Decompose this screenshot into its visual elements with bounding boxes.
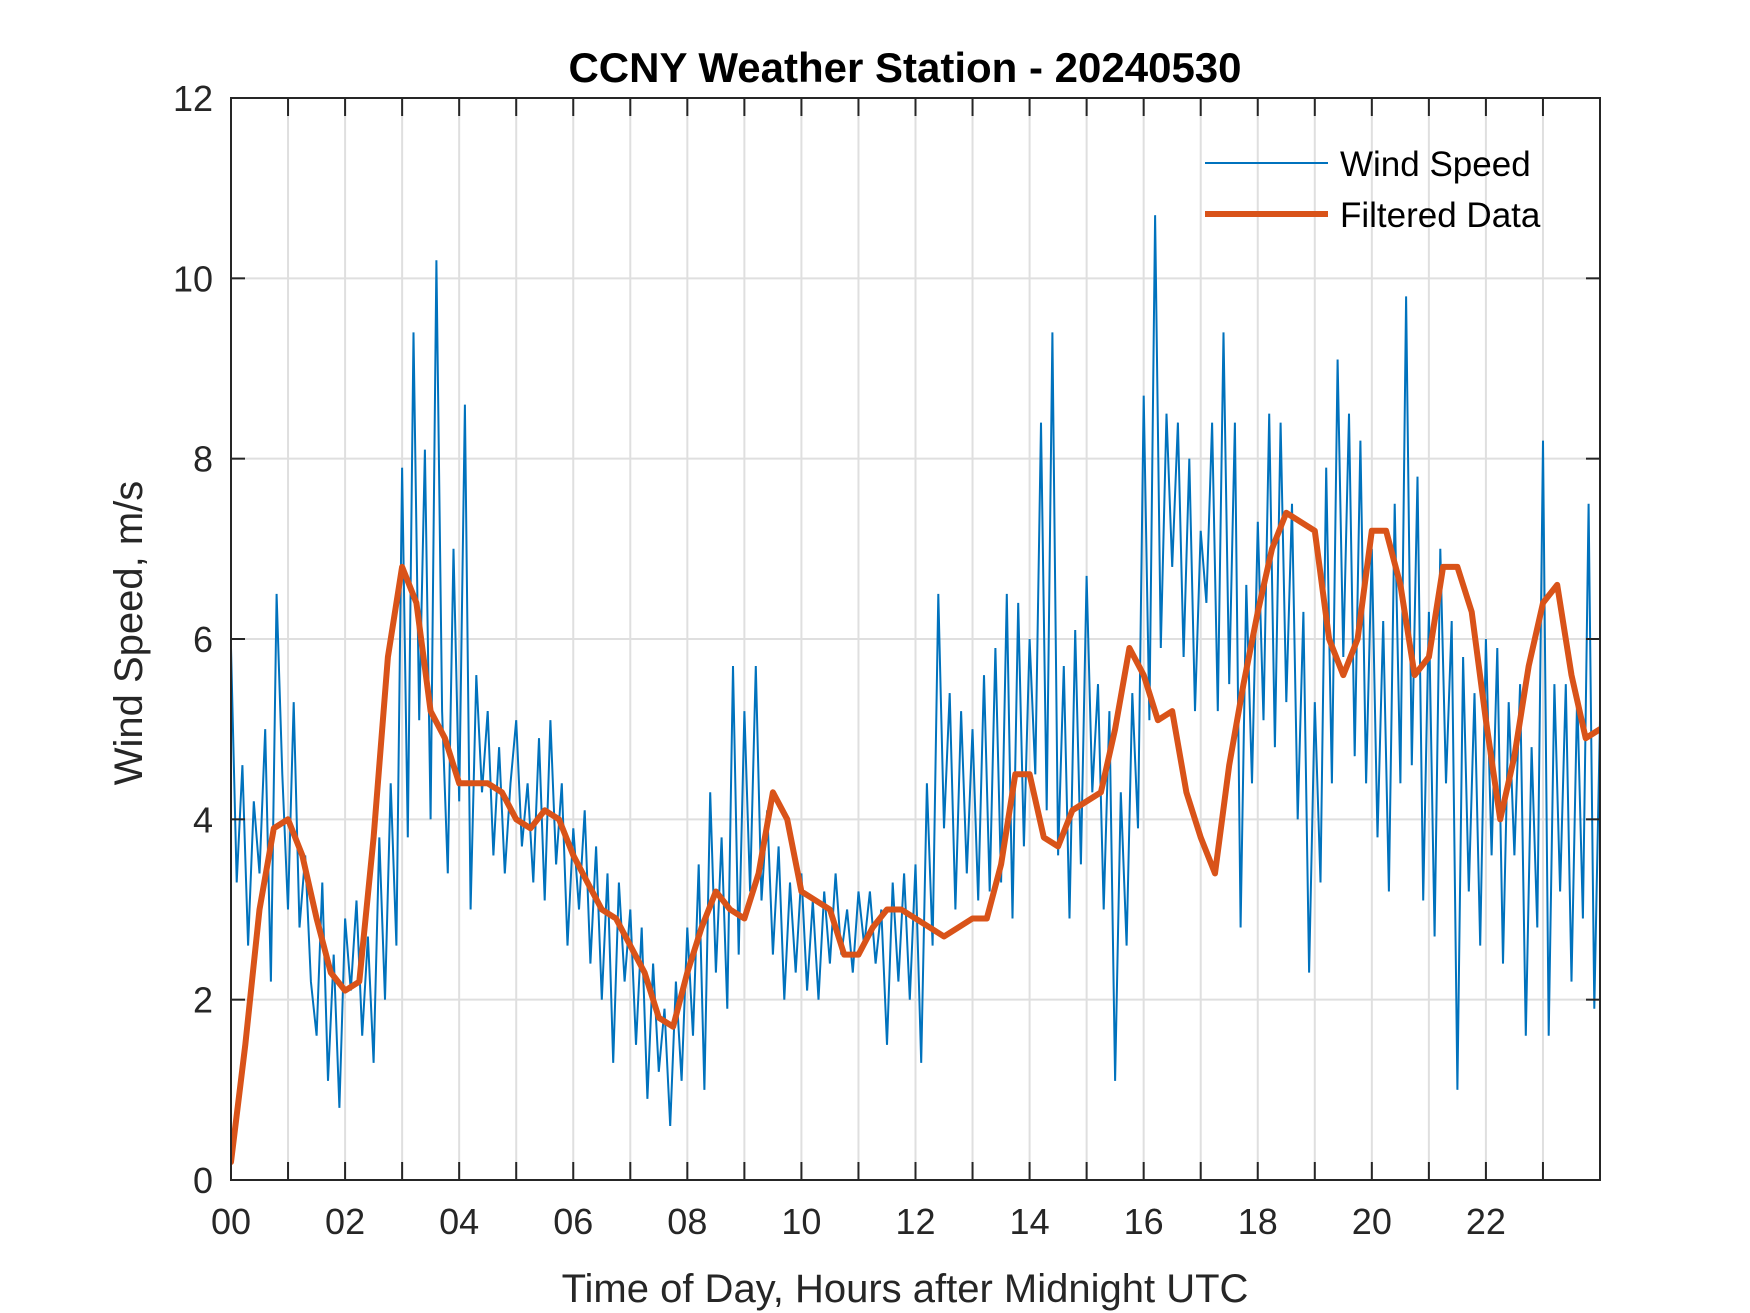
x-tick-label: 08 (667, 1201, 707, 1242)
y-tick-label: 10 (173, 258, 213, 299)
x-tick-label: 20 (1352, 1201, 1392, 1242)
y-tick-label: 2 (193, 980, 213, 1021)
x-tick-label: 12 (895, 1201, 935, 1242)
y-tick-label: 8 (193, 439, 213, 480)
series-layer (231, 215, 1600, 1165)
x-tick-label: 14 (1010, 1201, 1050, 1242)
y-tick-label: 12 (173, 78, 213, 119)
x-tick-label: 04 (439, 1201, 479, 1242)
filtered-data-line (231, 509, 1600, 1165)
x-axis-label: Time of Day, Hours after Midnight UTC (562, 1267, 1249, 1311)
legend-filtered-data-label: Filtered Data (1340, 196, 1541, 235)
x-tick-label: 18 (1238, 1201, 1278, 1242)
chart-title: CCNY Weather Station - 20240530 (568, 44, 1241, 91)
wind-speed-line (231, 215, 1600, 1126)
legend-wind-speed-label: Wind Speed (1340, 145, 1531, 184)
y-axis-label: Wind Speed, m/s (107, 481, 151, 786)
y-tick-label: 6 (193, 619, 213, 660)
x-tick-label: 10 (781, 1201, 821, 1242)
x-tick-label: 00 (211, 1201, 251, 1242)
y-tick-label: 4 (193, 799, 213, 840)
grid-lines (231, 98, 1600, 1180)
x-tick-label: 06 (553, 1201, 593, 1242)
y-tick-label: 0 (193, 1160, 213, 1201)
axes-box (230, 97, 1601, 1181)
x-tick-label: 02 (325, 1201, 365, 1242)
x-tick-label: 22 (1466, 1201, 1506, 1242)
x-tick-label: 16 (1124, 1201, 1164, 1242)
y-tick-labels: 0 2 4 6 8 10 12 (173, 78, 213, 1201)
legend: Wind Speed Filtered Data (1205, 145, 1541, 235)
x-tick-labels: 00 02 04 06 08 10 12 14 16 18 20 22 (211, 1201, 1506, 1242)
